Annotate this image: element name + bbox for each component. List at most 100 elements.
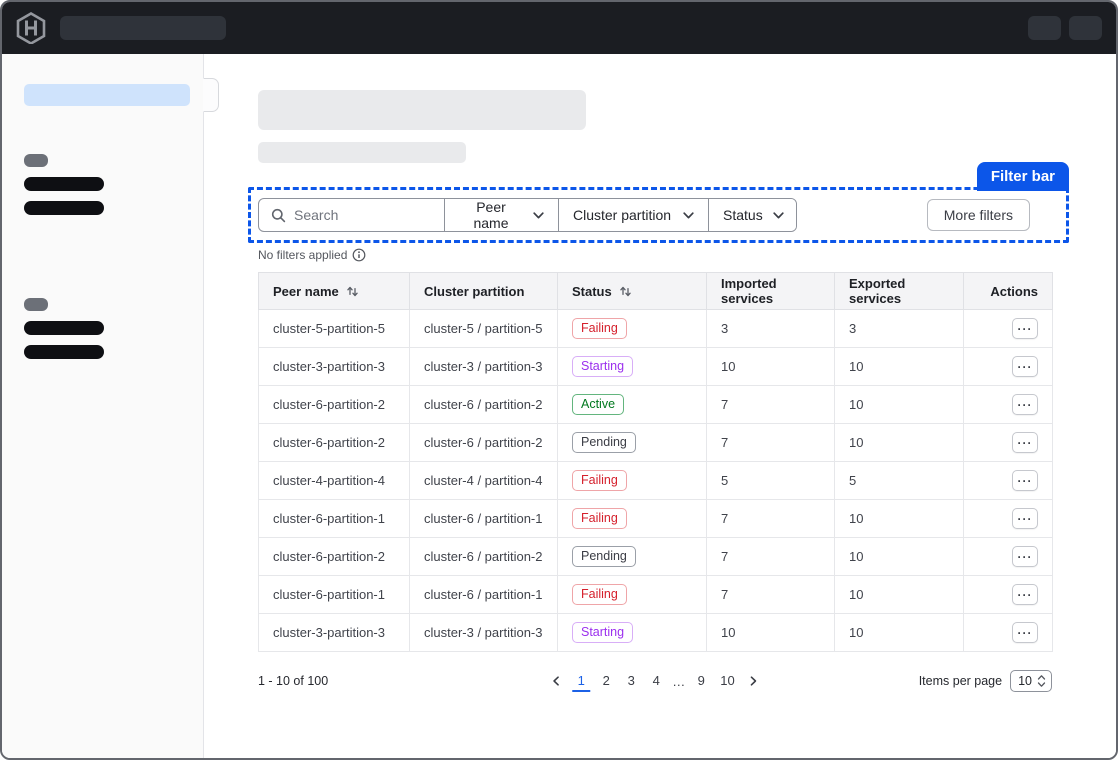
actions-cell: ···: [963, 385, 1053, 424]
exported-services-cell: 10: [834, 385, 964, 424]
exported-services-cell: 10: [834, 613, 964, 652]
row-actions-button[interactable]: ···: [1012, 508, 1038, 529]
actions-cell: ···: [963, 347, 1053, 386]
dropdown-label: Cluster partition: [573, 207, 672, 223]
column-label: Actions: [990, 283, 1038, 299]
nav-button-placeholder[interactable]: [1028, 16, 1061, 40]
row-actions-button[interactable]: ···: [1012, 622, 1038, 643]
sort-icon[interactable]: [346, 285, 359, 298]
actions-cell: ···: [963, 613, 1053, 652]
exported-services-cell: 10: [834, 347, 964, 386]
column-header-actions: Actions: [963, 272, 1053, 310]
page-button-2[interactable]: 2: [597, 670, 615, 692]
chevron-down-icon: [533, 211, 544, 219]
row-actions-button[interactable]: ···: [1012, 546, 1038, 567]
sort-icon[interactable]: [619, 285, 632, 298]
row-actions-button[interactable]: ···: [1012, 584, 1038, 605]
nav-search-placeholder[interactable]: [60, 16, 226, 40]
peer-name-cell: cluster-6-partition-1: [258, 499, 410, 538]
sidebar-section-label-placeholder: [24, 298, 48, 311]
info-icon[interactable]: [352, 248, 366, 262]
peer-name-cell: cluster-5-partition-5: [258, 309, 410, 348]
sidebar-item-placeholder[interactable]: [24, 345, 104, 359]
page-button-9[interactable]: 9: [692, 670, 710, 692]
sidebar-active-item-placeholder[interactable]: [24, 84, 190, 106]
page-button-3[interactable]: 3: [622, 670, 640, 692]
row-actions-button[interactable]: ···: [1012, 432, 1038, 453]
status-badge: Active: [572, 393, 625, 416]
items-per-page-value: 10: [1018, 674, 1032, 688]
sidebar-collapse-handle[interactable]: [203, 78, 219, 112]
exported-services-cell: 5: [834, 461, 964, 500]
exported-services-cell: 10: [834, 423, 964, 462]
status-cell: Failing: [557, 575, 707, 614]
table-header-row: Peer name Cluster partition: [258, 272, 1053, 310]
chevron-down-icon: [683, 211, 694, 219]
page-button-1[interactable]: 1: [572, 670, 591, 692]
sidebar-item-placeholder[interactable]: [24, 177, 104, 191]
status-cell: Failing: [557, 309, 707, 348]
previous-page-button[interactable]: [547, 673, 565, 689]
exported-services-cell: 10: [834, 575, 964, 614]
actions-cell: ···: [963, 309, 1053, 348]
table-row: cluster-3-partition-3 cluster-3 / partiti…: [258, 347, 1053, 386]
status-cell: Starting: [557, 347, 707, 386]
row-actions-button[interactable]: ···: [1012, 356, 1038, 377]
column-header-status[interactable]: Status: [557, 272, 707, 310]
items-per-page-select[interactable]: 10: [1010, 670, 1052, 692]
peer-name-cell: cluster-6-partition-2: [258, 423, 410, 462]
nav-button-placeholder[interactable]: [1069, 16, 1102, 40]
peer-name-cell: cluster-3-partition-3: [258, 613, 410, 652]
imported-services-cell: 10: [706, 347, 835, 386]
exported-services-cell: 10: [834, 499, 964, 538]
row-actions-button[interactable]: ···: [1012, 318, 1038, 339]
pager-pages: 1 2 3 4 … 9 10: [572, 670, 737, 692]
page-button-10[interactable]: 10: [717, 670, 737, 692]
imported-services-cell: 7: [706, 385, 835, 424]
column-header-peer-name[interactable]: Peer name: [258, 272, 410, 310]
column-label: Cluster partition: [424, 283, 525, 299]
exported-services-cell: 3: [834, 309, 964, 348]
pager: 1 2 3 4 … 9 10: [547, 670, 762, 692]
pagination-range-text: 1 - 10 of 100: [258, 674, 329, 688]
peer-name-cell: cluster-4-partition-4: [258, 461, 410, 500]
nav-right-group: [1028, 16, 1102, 40]
filter-dropdown-status[interactable]: Status: [709, 199, 796, 231]
table-body: cluster-5-partition-5 cluster-5 / partiti…: [258, 309, 1053, 652]
row-actions-button[interactable]: ···: [1012, 394, 1038, 415]
sidebar-item-placeholder[interactable]: [24, 201, 104, 215]
sidebar-item-placeholder[interactable]: [24, 321, 104, 335]
no-filters-text: No filters applied: [258, 248, 348, 262]
column-label: Exported services: [849, 276, 906, 306]
exported-services-cell: 10: [834, 537, 964, 576]
table-row: cluster-6-partition-2 cluster-6 / partiti…: [258, 385, 1053, 424]
row-actions-button[interactable]: ···: [1012, 470, 1038, 491]
hashicorp-logo-icon: [16, 12, 46, 44]
filter-bar-annotation-outline: Filter bar Peer name: [248, 162, 1069, 243]
column-header-cluster-partition: Cluster partition: [409, 272, 558, 310]
peer-name-cell: cluster-3-partition-3: [258, 347, 410, 386]
search-input[interactable]: [294, 207, 434, 223]
search-icon: [271, 208, 286, 223]
peer-name-cell: cluster-6-partition-2: [258, 537, 410, 576]
status-cell: Pending: [557, 537, 707, 576]
filter-dropdown-peer-name[interactable]: Peer name: [445, 199, 559, 231]
imported-services-cell: 7: [706, 537, 835, 576]
filter-dropdown-cluster-partition[interactable]: Cluster partition: [559, 199, 709, 231]
imported-services-cell: 7: [706, 423, 835, 462]
table-row: cluster-6-partition-2 cluster-6 / partiti…: [258, 537, 1053, 576]
page-subtitle-placeholder: [258, 142, 466, 163]
cluster-partition-cell: cluster-6 / partition-1: [409, 499, 558, 538]
cluster-partition-cell: cluster-5 / partition-5: [409, 309, 558, 348]
next-page-button[interactable]: [745, 673, 763, 689]
status-badge: Starting: [572, 621, 634, 644]
table-row: cluster-6-partition-2 cluster-6 / partiti…: [258, 423, 1053, 462]
status-cell: Pending: [557, 423, 707, 462]
sidebar-section-label-placeholder: [24, 154, 48, 167]
status-cell: Failing: [557, 499, 707, 538]
cluster-partition-cell: cluster-6 / partition-2: [409, 385, 558, 424]
more-filters-button[interactable]: More filters: [926, 199, 1030, 231]
page-button-4[interactable]: 4: [647, 670, 665, 692]
items-per-page-group: Items per page 10: [919, 670, 1052, 692]
table-row: cluster-6-partition-1 cluster-6 / partiti…: [258, 499, 1053, 538]
